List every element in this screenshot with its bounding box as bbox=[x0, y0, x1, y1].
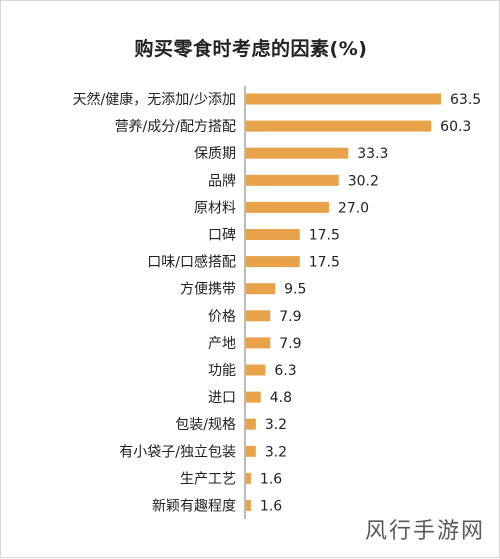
category-label: 方便携带 bbox=[180, 282, 236, 298]
data-label: 7.9 bbox=[279, 309, 301, 325]
category-label: 营养/成分/配方搭配 bbox=[115, 119, 236, 135]
data-label: 1.6 bbox=[260, 471, 282, 487]
bar bbox=[246, 472, 251, 484]
data-label: 7.9 bbox=[279, 336, 301, 352]
bar bbox=[246, 445, 256, 457]
category-label: 价格 bbox=[208, 309, 236, 325]
category-label: 包装/规格 bbox=[175, 417, 236, 433]
bar bbox=[246, 174, 339, 186]
bar bbox=[246, 310, 271, 322]
category-label: 产地 bbox=[208, 336, 236, 352]
data-label: 17.5 bbox=[309, 255, 340, 271]
bar bbox=[246, 120, 432, 132]
bar bbox=[246, 147, 349, 159]
data-label: 3.2 bbox=[265, 444, 287, 460]
chart-title: 购买零食时考虑的因素(%) bbox=[134, 38, 368, 60]
category-label: 口碑 bbox=[208, 228, 236, 244]
watermark-logo: 风行手游网 bbox=[364, 519, 485, 544]
data-label: 27.0 bbox=[338, 200, 369, 216]
category-label: 有小袋子/独立包装 bbox=[119, 444, 236, 460]
category-label: 进口 bbox=[208, 390, 236, 406]
category-label: 原材料 bbox=[194, 200, 236, 216]
data-label: 3.2 bbox=[265, 417, 287, 433]
category-label: 新颖有趣程度 bbox=[152, 499, 236, 515]
category-label: 功能 bbox=[208, 363, 236, 379]
category-label: 生产工艺 bbox=[180, 471, 236, 487]
data-label: 6.3 bbox=[274, 363, 296, 379]
category-label: 保质期 bbox=[194, 146, 236, 162]
data-label: 17.5 bbox=[309, 228, 340, 244]
bar bbox=[246, 201, 329, 213]
data-label: 33.3 bbox=[357, 146, 388, 162]
data-label: 63.5 bbox=[450, 92, 481, 108]
bar bbox=[246, 364, 266, 376]
data-label: 30.2 bbox=[348, 173, 379, 189]
bar bbox=[246, 500, 251, 511]
bar bbox=[246, 391, 261, 403]
category-label: 品牌 bbox=[208, 172, 236, 189]
data-label: 4.8 bbox=[270, 390, 292, 406]
bar bbox=[246, 418, 256, 430]
bar bbox=[246, 283, 276, 295]
bar bbox=[246, 229, 300, 240]
data-label: 9.5 bbox=[284, 282, 306, 298]
bar bbox=[246, 256, 300, 268]
bar bbox=[246, 337, 271, 349]
data-label: 60.3 bbox=[440, 119, 471, 135]
data-label: 1.6 bbox=[260, 499, 282, 515]
category-label: 天然/健康，无添加/少添加 bbox=[73, 91, 236, 108]
bar bbox=[246, 93, 441, 105]
category-label: 口味/口感搭配 bbox=[147, 254, 236, 271]
